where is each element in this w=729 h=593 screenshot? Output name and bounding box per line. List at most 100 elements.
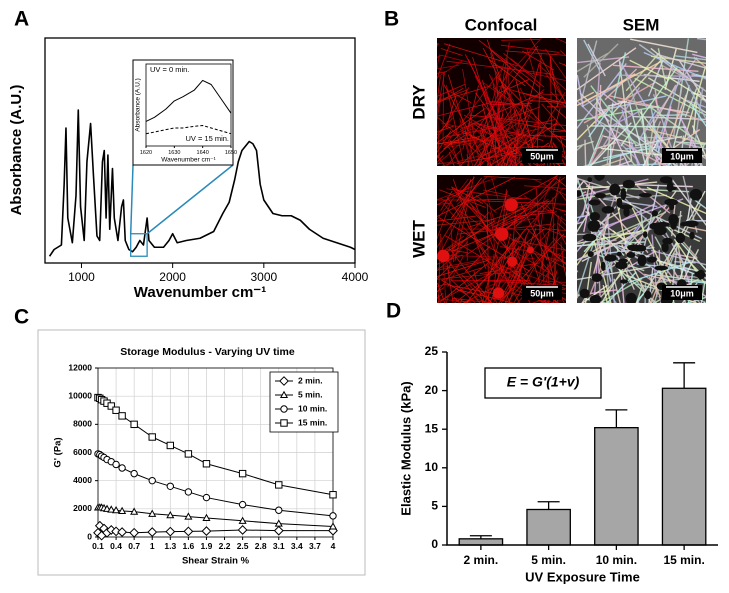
- fiber: [493, 175, 558, 212]
- marker: [202, 493, 211, 502]
- fiber: [539, 201, 545, 233]
- fiber: [501, 39, 540, 41]
- fiber: [640, 109, 649, 166]
- fiber: [547, 228, 566, 232]
- blob: [526, 246, 534, 254]
- x-tick-label: 2.2: [219, 541, 231, 551]
- fiber: [519, 87, 547, 138]
- fiber: [472, 124, 476, 145]
- panel-label: C: [14, 306, 29, 329]
- fiber: [437, 72, 445, 115]
- fiber: [535, 187, 545, 286]
- fiber: [485, 276, 511, 289]
- fiber: [550, 91, 566, 108]
- fiber: [596, 212, 620, 226]
- fiber: [484, 253, 495, 303]
- fiber: [693, 56, 706, 69]
- fiber: [474, 139, 490, 166]
- fiber: [441, 122, 502, 137]
- fiber: [589, 241, 613, 295]
- marker: [201, 526, 212, 536]
- fiber: [589, 122, 632, 166]
- y-tick-label: 10: [425, 460, 439, 474]
- fiber: [625, 154, 637, 166]
- marker: [147, 527, 158, 537]
- fiber: [506, 158, 509, 166]
- pore: [601, 205, 615, 214]
- pore: [661, 242, 669, 253]
- fiber: [609, 110, 641, 128]
- row-header: WET: [409, 220, 428, 258]
- y-tick-label: 2000: [73, 503, 92, 513]
- fiber: [473, 45, 539, 134]
- pore: [651, 210, 658, 217]
- fiber: [646, 186, 706, 215]
- marker: [107, 402, 115, 410]
- fiber: [492, 86, 517, 106]
- legend-label: 2 min.: [298, 375, 323, 385]
- pore: [589, 212, 601, 221]
- pore: [587, 177, 593, 182]
- fiber: [453, 297, 461, 303]
- fiber: [659, 219, 706, 271]
- pore: [587, 220, 601, 232]
- fiber: [542, 280, 566, 283]
- fiber: [620, 67, 678, 147]
- fiber: [634, 135, 683, 147]
- fiber: [497, 68, 508, 159]
- fiber: [472, 231, 487, 254]
- fiber: [437, 43, 439, 46]
- annotation-box: [484, 367, 602, 399]
- fiber: [437, 54, 440, 70]
- pore: [626, 252, 636, 258]
- marker: [328, 522, 338, 530]
- y-tick-label: 6000: [73, 447, 92, 457]
- fiber: [674, 55, 706, 61]
- y-tick-label: 0: [431, 537, 438, 551]
- fiber: [442, 254, 535, 259]
- pore: [615, 261, 628, 270]
- fiber: [508, 133, 530, 166]
- fiber: [559, 191, 566, 202]
- fiber: [629, 59, 670, 81]
- pore: [594, 175, 605, 181]
- fiber: [536, 53, 542, 157]
- x-tick-label: 0.7: [128, 541, 140, 551]
- fiber: [454, 176, 475, 262]
- fiber: [450, 278, 476, 303]
- fiber: [500, 44, 560, 53]
- fiber: [598, 90, 633, 116]
- fiber: [489, 158, 505, 166]
- fiber: [526, 49, 535, 76]
- fiber: [437, 117, 453, 136]
- marker: [202, 513, 211, 522]
- panel-label: D: [386, 300, 401, 323]
- fiber: [469, 122, 472, 162]
- x-axis-label: UV Exposure Time: [525, 569, 640, 584]
- fiber: [522, 50, 554, 71]
- fiber: [445, 284, 499, 295]
- fiber: [437, 108, 486, 144]
- pore: [694, 271, 700, 277]
- fiber: [541, 93, 566, 96]
- fiber: [514, 180, 558, 228]
- fiber: [446, 263, 454, 303]
- fiber: [632, 296, 640, 303]
- fiber: [636, 242, 678, 303]
- fiber: [459, 118, 469, 155]
- marker: [148, 509, 157, 517]
- x-tick-label: 1: [150, 541, 155, 551]
- fiber: [487, 280, 566, 287]
- y-tick-label: 10000: [68, 390, 92, 400]
- fiber: [581, 73, 636, 105]
- blob: [437, 249, 450, 263]
- fiber: [557, 229, 566, 246]
- x-tick-label: 4000: [342, 270, 369, 284]
- fiber: [671, 178, 706, 226]
- fiber: [437, 277, 439, 279]
- legend-label: 5 min.: [298, 389, 323, 399]
- fiber: [583, 185, 594, 233]
- panel-label: B: [384, 8, 399, 31]
- pore: [589, 294, 602, 303]
